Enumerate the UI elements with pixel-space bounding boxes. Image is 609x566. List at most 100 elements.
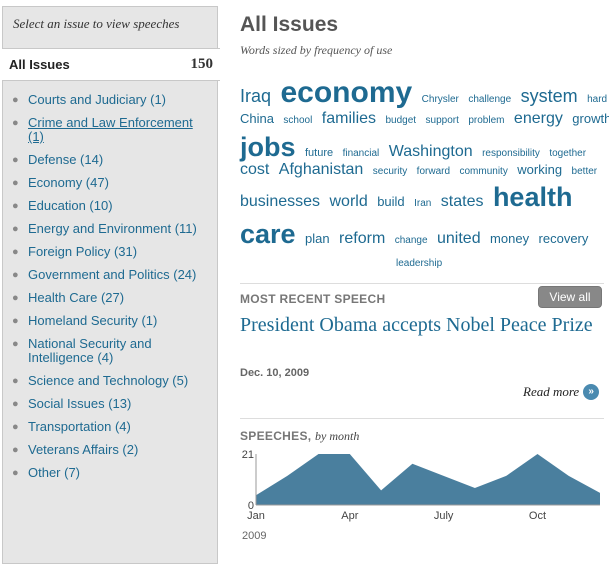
issue-list: ● Courts and Judiciary (1) ● Crime and Law… <box>12 93 212 489</box>
recent-speech-heading: MOST RECENT SPEECH <box>240 292 386 306</box>
cloud-word[interactable]: change <box>394 235 428 246</box>
cloud-word[interactable]: growth <box>572 111 609 126</box>
sidebar-item-veterans[interactable]: ● Veterans Affairs (2) <box>12 443 212 457</box>
bullet-icon: ● <box>12 375 19 387</box>
read-more-label: Read more <box>523 384 580 399</box>
cloud-word[interactable]: businesses <box>240 193 321 210</box>
speech-title-link[interactable]: President Obama accepts Nobel Peace Priz… <box>240 314 593 336</box>
sidebar-item-defense[interactable]: ● Defense (14) <box>12 153 212 167</box>
cloud-word[interactable]: security <box>372 166 408 177</box>
cloud-word[interactable]: challenge <box>468 94 512 105</box>
sidebar-item-social-issues[interactable]: ● Social Issues (13) <box>12 397 212 411</box>
cloud-word[interactable]: problem <box>468 115 505 126</box>
sidebar-item-science[interactable]: ● Science and Technology (5) <box>12 374 212 388</box>
cloud-word[interactable]: better <box>571 166 598 177</box>
read-more-link[interactable]: Read more » <box>523 384 600 400</box>
cloud-line: leadership <box>396 254 447 270</box>
issue-label[interactable]: Homeland Security (1) <box>28 313 158 328</box>
cloud-word[interactable]: money <box>490 231 530 246</box>
cloud-word[interactable]: Iraq <box>240 86 272 106</box>
bullet-icon: ● <box>12 94 19 106</box>
bullet-icon: ● <box>12 292 19 304</box>
y-tick-label: 0 <box>248 500 254 512</box>
issue-label[interactable]: Other (7) <box>28 465 81 480</box>
cloud-word[interactable]: Chrysler <box>421 94 459 105</box>
sidebar-item-education[interactable]: ● Education (10) <box>12 199 212 213</box>
issue-label[interactable]: Transportation (4) <box>28 419 131 434</box>
sidebar-prompt: Select an issue to view speeches <box>13 16 180 31</box>
cloud-word[interactable]: Washington <box>388 143 473 160</box>
cloud-word[interactable]: energy <box>513 110 563 127</box>
sidebar-item-national-security[interactable]: ● National Security and Intelligence (4) <box>12 337 212 365</box>
cloud-word[interactable]: school <box>283 115 313 126</box>
issue-label[interactable]: Courts and Judiciary (1) <box>28 92 166 107</box>
y-tick-label: 21 <box>242 449 254 461</box>
issue-label[interactable]: Social Issues (13) <box>28 396 132 411</box>
cloud-word[interactable]: Afghanistan <box>278 161 364 178</box>
sidebar-item-foreign-policy[interactable]: ● Foreign Policy (31) <box>12 245 212 259</box>
cloud-word[interactable]: working <box>517 162 563 177</box>
cloud-word[interactable]: financial <box>342 148 380 159</box>
view-all-button[interactable]: View all <box>538 286 602 308</box>
cloud-word[interactable]: forward <box>416 166 451 177</box>
cloud-line: jobs future financial Washington respons… <box>240 134 591 161</box>
sidebar-item-government[interactable]: ● Government and Politics (24) <box>12 268 212 282</box>
cloud-word[interactable]: care <box>240 219 296 249</box>
cloud-line: Iraq economy Chrysler challenge system h… <box>240 78 609 108</box>
page-title: All Issues <box>240 13 339 36</box>
all-issues-label: All Issues <box>9 57 70 72</box>
sidebar-item-courts[interactable]: ● Courts and Judiciary (1) <box>12 93 212 107</box>
sidebar-item-homeland-security[interactable]: ● Homeland Security (1) <box>12 314 212 328</box>
sidebar-item-all-issues[interactable]: All Issues 150 <box>2 48 220 81</box>
sidebar-item-energy[interactable]: ● Energy and Environment (11) <box>12 222 212 236</box>
sidebar-item-transportation[interactable]: ● Transportation (4) <box>12 420 212 434</box>
bullet-icon: ● <box>12 246 19 258</box>
issue-label[interactable]: Government and Politics (24) <box>28 267 197 282</box>
cloud-word[interactable]: responsibility <box>482 148 540 159</box>
sidebar-item-health-care[interactable]: ● Health Care (27) <box>12 291 212 305</box>
cloud-word[interactable]: plan <box>305 231 330 246</box>
bullet-icon: ● <box>12 154 19 166</box>
cloud-word[interactable]: jobs <box>240 132 296 162</box>
cloud-word[interactable]: hard <box>587 94 608 105</box>
cloud-word[interactable]: community <box>459 166 508 177</box>
issue-label[interactable]: Education (10) <box>28 198 113 213</box>
issue-label[interactable]: Veterans Affairs (2) <box>28 442 139 457</box>
cloud-word[interactable]: Iran <box>414 198 432 209</box>
cloud-word[interactable]: united <box>437 230 481 247</box>
issue-label[interactable]: Health Care (27) <box>28 290 125 305</box>
issue-label[interactable]: Economy (47) <box>28 175 109 190</box>
page-subtitle: Words sized by frequency of use <box>240 43 393 57</box>
cloud-word[interactable]: system <box>520 86 578 106</box>
cloud-word[interactable]: recovery <box>538 231 589 246</box>
cloud-word[interactable]: budget <box>385 115 417 126</box>
cloud-word[interactable]: states <box>440 193 484 210</box>
cloud-word[interactable]: cost <box>240 161 270 178</box>
sidebar-item-other[interactable]: ● Other (7) <box>12 466 212 480</box>
cloud-word[interactable]: China <box>240 111 274 126</box>
cloud-word[interactable]: families <box>321 110 377 127</box>
cloud-word[interactable]: together <box>549 148 587 159</box>
issue-label[interactable]: National Security and Intelligence (4) <box>28 336 152 365</box>
cloud-word[interactable]: future <box>304 147 334 159</box>
cloud-word[interactable]: health <box>492 182 573 212</box>
issue-label[interactable]: Crime and Law Enforcement (1) <box>28 115 193 144</box>
sidebar-item-economy[interactable]: ● Economy (47) <box>12 176 212 190</box>
cloud-word[interactable]: economy <box>280 76 413 109</box>
sidebar-item-crime[interactable]: ● Crime and Law Enforcement (1) <box>12 116 212 144</box>
cloud-word[interactable]: reform <box>339 230 386 247</box>
cloud-line: China school families budget support pro… <box>240 111 609 127</box>
issue-label[interactable]: Foreign Policy (31) <box>28 244 138 259</box>
cloud-word[interactable]: build <box>377 194 405 209</box>
issue-label[interactable]: Energy and Environment (11) <box>28 221 197 236</box>
cloud-line: businesses world build Iran states healt… <box>240 184 577 211</box>
issue-label[interactable]: Defense (14) <box>28 152 104 167</box>
cloud-word[interactable]: world <box>329 193 368 210</box>
speeches-heading-label: SPEECHES, <box>240 429 312 443</box>
bullet-icon: ● <box>12 269 19 281</box>
cloud-word[interactable]: support <box>425 115 459 126</box>
issue-label[interactable]: Science and Technology (5) <box>28 373 189 388</box>
cloud-word[interactable]: leadership <box>396 258 443 269</box>
speeches-heading-sub: by month <box>315 429 360 443</box>
